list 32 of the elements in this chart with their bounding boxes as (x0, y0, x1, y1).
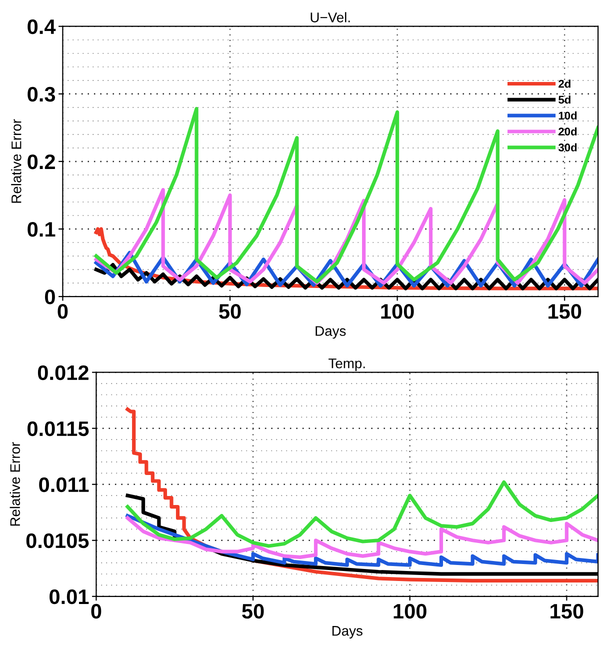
x-axis-title: Days (316, 326, 346, 339)
legend-label: 30d (558, 143, 577, 152)
x-tick-label: 100 (381, 304, 414, 319)
x-tick-label: 150 (550, 604, 584, 619)
line-series (126, 514, 598, 567)
legend-label: 2d (558, 80, 570, 88)
y-tick-label: 0.3 (28, 86, 56, 102)
x-tick-label: 150 (548, 304, 582, 319)
y-tick-label: 0.2 (28, 154, 55, 170)
y-tick-label: 0.012 (38, 365, 88, 380)
x-tick-label: 100 (394, 604, 426, 619)
line-series (94, 106, 598, 284)
y-axis-title: Relative Error (10, 442, 20, 526)
line-series (126, 516, 598, 559)
chart-title: U−Vel. (310, 12, 350, 22)
y-tick-label: 0.011 (39, 477, 89, 492)
y-tick-label: 0 (45, 290, 55, 304)
x-tick-label: 0 (91, 604, 102, 619)
line-series (126, 480, 598, 548)
legend-label: 5d (558, 96, 570, 104)
legend-label: 20d (558, 127, 577, 136)
y-tick-label: 0.0115 (28, 421, 89, 436)
x-tick-label: 50 (219, 304, 241, 319)
chart-title: Temp. (328, 358, 365, 372)
y-tick-label: 0.4 (28, 19, 56, 34)
y-tick-label: 0.1 (28, 222, 56, 237)
x-tick-label: 50 (242, 604, 264, 619)
x-axis-title: Days (332, 626, 362, 638)
y-tick-label: 0.0105 (26, 533, 89, 548)
legend-label: 10d (558, 111, 577, 120)
y-tick-label: 0.01 (50, 589, 89, 604)
y-axis-title: Relative Error (11, 119, 22, 203)
